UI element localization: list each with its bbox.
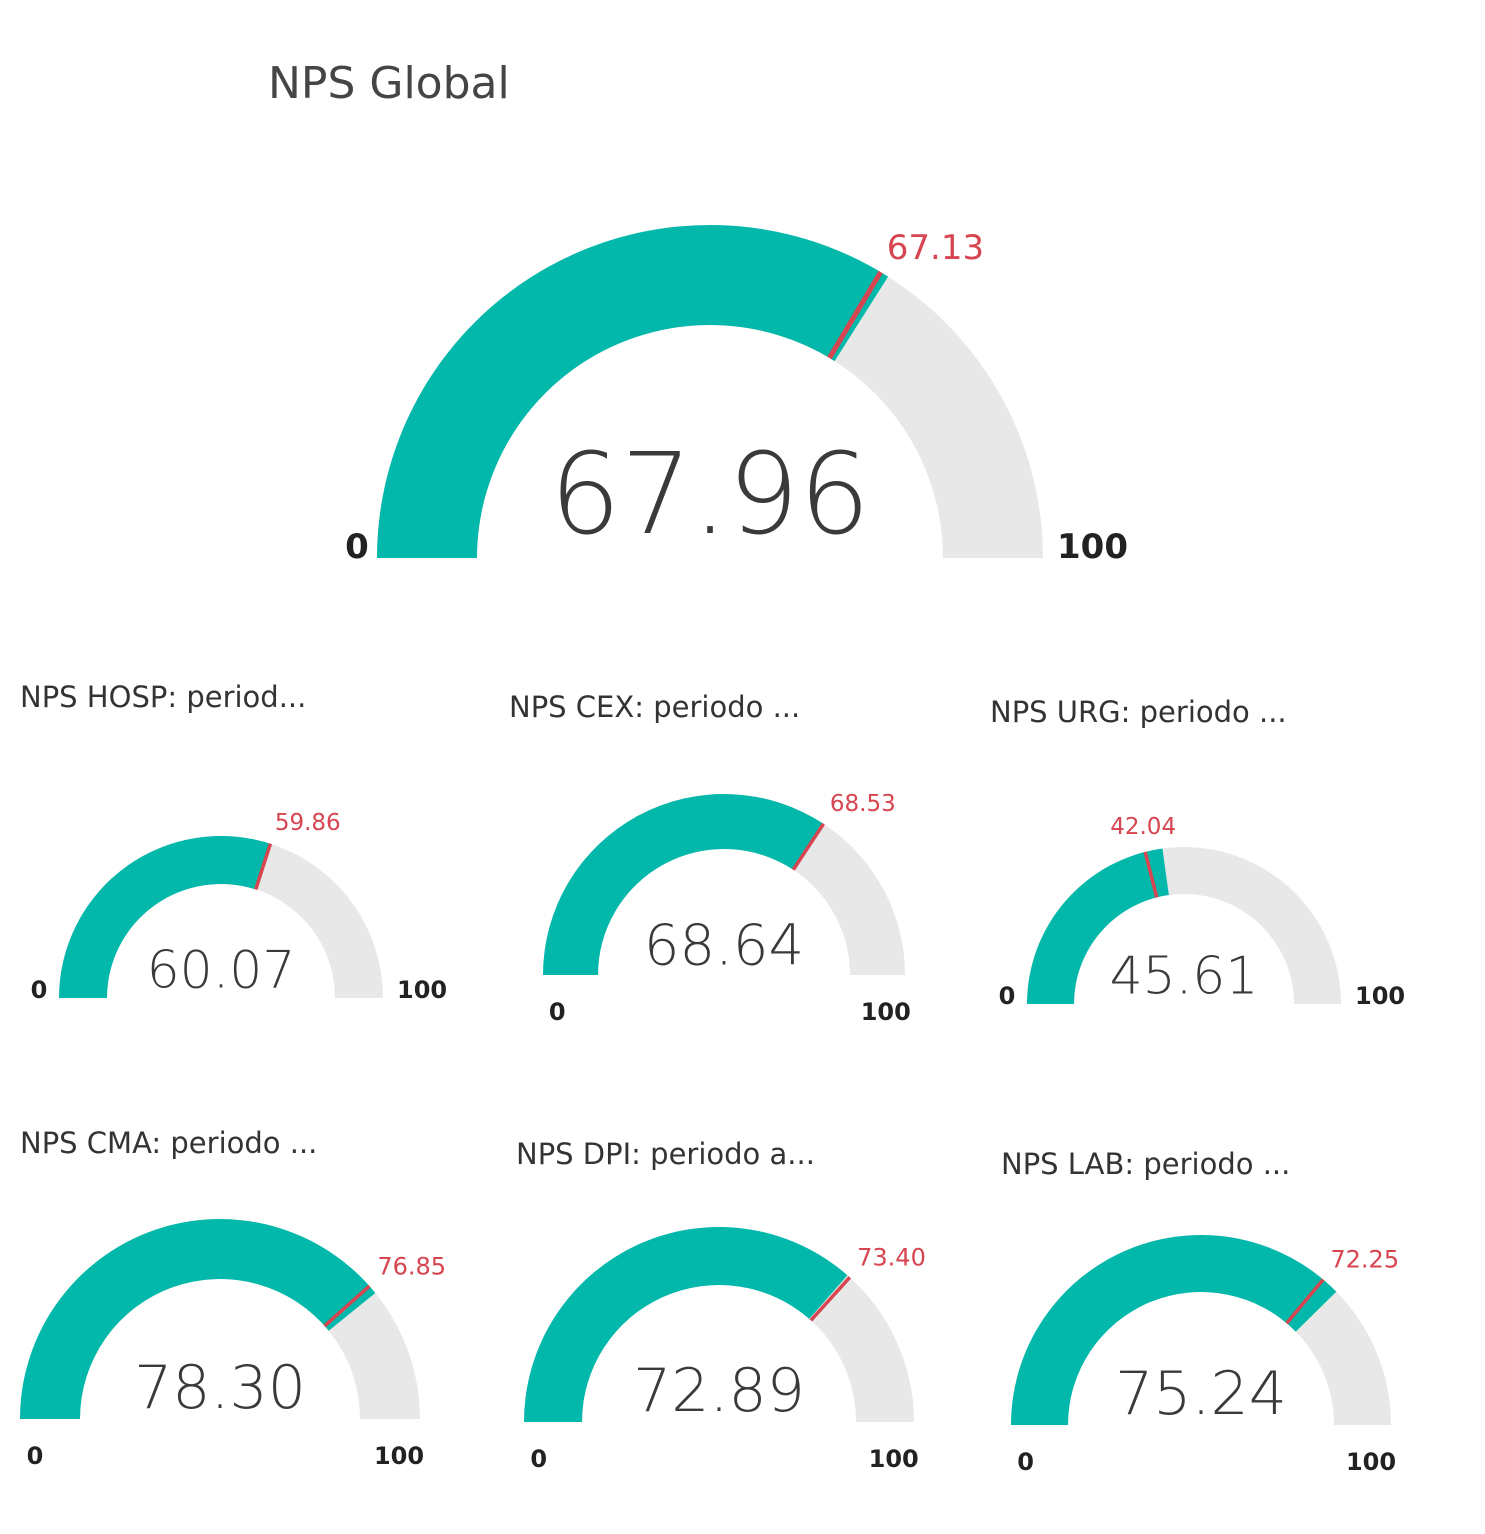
gauge-fill bbox=[1011, 1235, 1337, 1425]
gauge-target-label: 67.13 bbox=[887, 228, 984, 268]
gauge-fill bbox=[377, 225, 889, 559]
gauge-target-label: 72.25 bbox=[1330, 1245, 1399, 1273]
gauge-min-label: 0 bbox=[549, 998, 566, 1026]
gauge-min-label: 0 bbox=[27, 1442, 44, 1470]
gauge-min-label: 0 bbox=[999, 982, 1016, 1010]
gauge-target-marker bbox=[827, 270, 883, 360]
gauge-title-global: NPS Global bbox=[268, 58, 510, 109]
gauge-max-label: 100 bbox=[397, 976, 447, 1004]
gauge-target-label: 76.85 bbox=[377, 1253, 446, 1281]
gauge-fill bbox=[524, 1227, 848, 1422]
gauge-global[interactable]: 67.13 67.96 0 100 bbox=[345, 225, 1128, 567]
gauge-target-marker bbox=[791, 822, 825, 871]
gauge-max-label: 100 bbox=[374, 1442, 424, 1470]
gauge-target-label: 42.04 bbox=[1110, 814, 1176, 840]
gauge-cma[interactable]: 76.85 78.30 0 100 bbox=[20, 1219, 446, 1470]
gauge-max-label: 100 bbox=[1346, 1448, 1396, 1476]
gauge-min-label: 0 bbox=[31, 976, 48, 1004]
gauge-target-label: 68.53 bbox=[830, 791, 896, 817]
gauge-max-label: 100 bbox=[1057, 527, 1128, 567]
gauge-title-cma: NPS CMA: periodo ... bbox=[20, 1126, 318, 1160]
gauge-title-hosp: NPS HOSP: period... bbox=[20, 680, 307, 714]
gauge-max-label: 100 bbox=[861, 998, 911, 1026]
gauge-target-marker bbox=[1285, 1278, 1325, 1325]
gauge-min-label: 0 bbox=[345, 527, 369, 567]
gauge-target-marker bbox=[323, 1284, 371, 1328]
gauge-value: 45.61 bbox=[1110, 947, 1259, 1007]
gauge-value: 75.24 bbox=[1115, 1359, 1287, 1429]
gauge-fill bbox=[20, 1219, 376, 1419]
gauge-max-label: 100 bbox=[1355, 982, 1405, 1010]
gauge-title-urg: NPS URG: periodo ... bbox=[990, 695, 1287, 729]
gauge-value: 78.30 bbox=[134, 1353, 306, 1423]
gauge-title-lab: NPS LAB: periodo ... bbox=[1001, 1147, 1291, 1181]
gauge-min-label: 0 bbox=[530, 1445, 547, 1473]
gauge-value: 67.96 bbox=[550, 430, 871, 560]
gauge-target-marker bbox=[254, 843, 273, 890]
gauge-target-marker bbox=[809, 1276, 852, 1322]
gauge-target-marker bbox=[1143, 851, 1159, 898]
gauge-fill bbox=[1027, 848, 1169, 1004]
gauge-fill bbox=[543, 794, 825, 975]
gauge-urg[interactable]: 42.04 45.61 0 100 bbox=[999, 814, 1405, 1010]
gauge-target-label: 73.40 bbox=[857, 1243, 926, 1271]
gauge-value: 60.07 bbox=[147, 941, 296, 1001]
gauge-max-label: 100 bbox=[869, 1445, 919, 1473]
gauge-value: 68.64 bbox=[644, 913, 804, 978]
gauge-hosp[interactable]: 59.86 60.07 0 100 bbox=[31, 810, 447, 1004]
gauge-value: 72.89 bbox=[633, 1356, 805, 1426]
gauge-lab[interactable]: 72.25 75.24 0 100 bbox=[1011, 1235, 1399, 1476]
gauge-min-label: 0 bbox=[1017, 1448, 1034, 1476]
gauge-fill bbox=[59, 836, 272, 998]
gauge-title-dpi: NPS DPI: periodo a... bbox=[516, 1137, 815, 1171]
gauge-dpi[interactable]: 73.40 72.89 0 100 bbox=[524, 1227, 926, 1473]
gauge-cex[interactable]: 68.53 68.64 0 100 bbox=[543, 791, 911, 1026]
gauge-title-cex: NPS CEX: periodo ... bbox=[509, 690, 801, 724]
gauge-target-label: 59.86 bbox=[275, 810, 341, 836]
